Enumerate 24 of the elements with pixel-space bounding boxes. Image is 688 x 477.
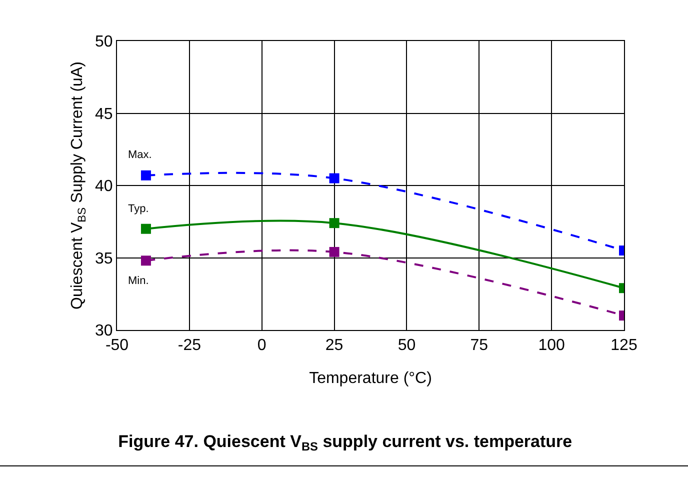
series-label: Typ. <box>128 203 149 215</box>
x-tick-label: -25 <box>178 337 202 354</box>
series-label: Max. <box>128 149 152 161</box>
x-tick-label: 125 <box>610 337 638 354</box>
point <box>329 246 340 257</box>
x-tick-label: 75 <box>470 337 488 354</box>
y-tick-label: 45 <box>95 106 113 123</box>
y-tick-label: 35 <box>95 250 113 268</box>
y-tick-label: 30 <box>95 322 113 340</box>
series-label: Min. <box>128 275 149 287</box>
x-tick-label: 100 <box>538 337 566 354</box>
point <box>140 170 151 180</box>
x-tick-label: 50 <box>398 337 416 354</box>
point <box>140 224 151 234</box>
y-tick-label: 40 <box>95 178 113 196</box>
x-tick-label: -50 <box>105 337 129 354</box>
x-tick-label: 25 <box>325 337 344 354</box>
point <box>329 218 340 228</box>
text: Figure 47. Quiescent V$_{BS}$ supply current vs. temperature <box>118 432 572 454</box>
x-tick-label: 0 <box>257 337 266 354</box>
point <box>329 173 340 184</box>
x-axis-title: Temperature (°C) <box>309 370 432 387</box>
point <box>140 256 151 266</box>
y-tick-label: 50 <box>95 34 113 51</box>
